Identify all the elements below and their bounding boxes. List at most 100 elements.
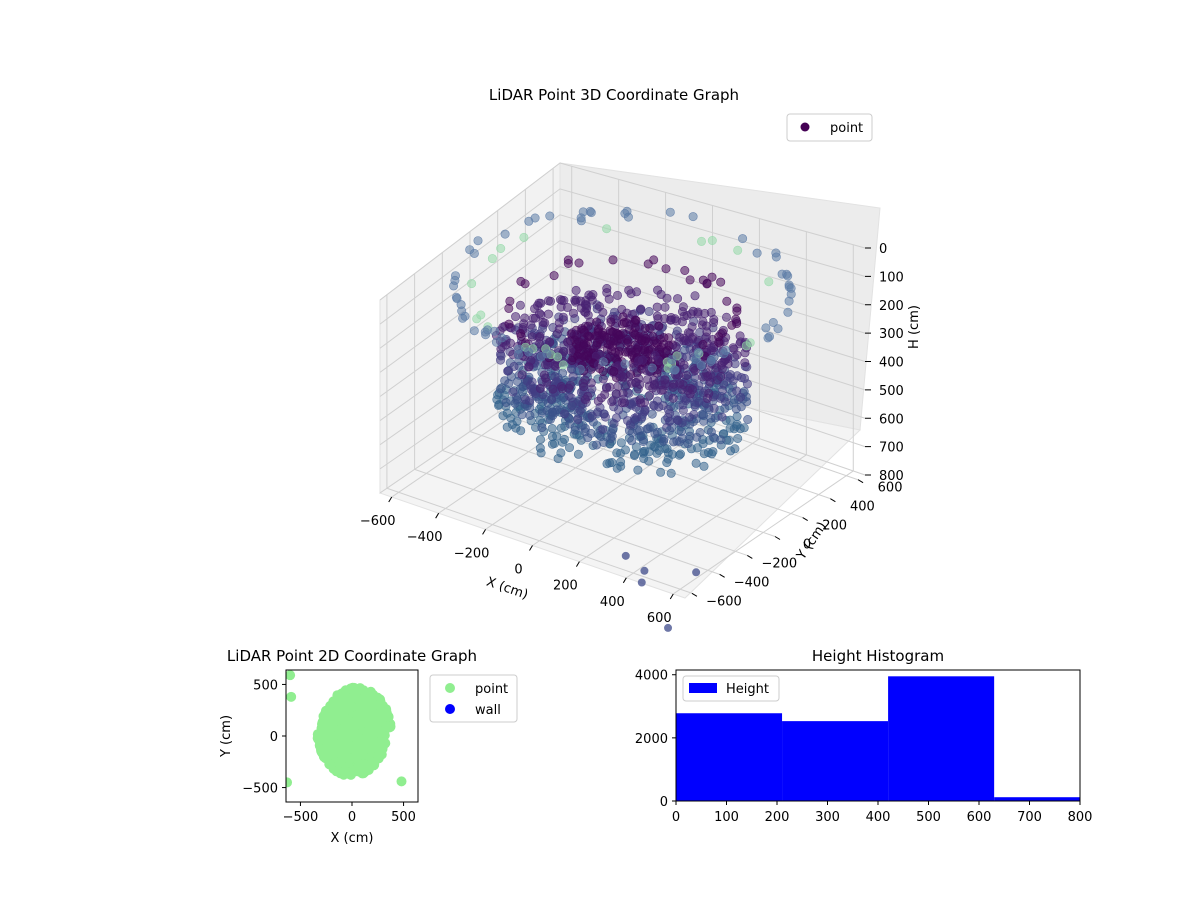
point-3d bbox=[519, 232, 529, 242]
point-3d bbox=[685, 389, 695, 399]
point-3d bbox=[508, 387, 518, 397]
histogram-bar bbox=[676, 713, 783, 801]
axes-3d: −600−400−2000200400600−600−400−200020040… bbox=[360, 242, 904, 626]
point-2d bbox=[345, 693, 356, 704]
point-3d bbox=[570, 425, 580, 435]
point-3d bbox=[669, 365, 679, 375]
y-tick-3d: 400 bbox=[850, 500, 875, 515]
point-3d bbox=[467, 279, 477, 289]
point-3d bbox=[545, 337, 555, 347]
point-3d bbox=[545, 211, 555, 221]
point-3d bbox=[548, 410, 558, 420]
x-tick-hist: 100 bbox=[714, 810, 739, 825]
y-tick-hist: 4000 bbox=[635, 669, 668, 684]
point-3d bbox=[524, 362, 534, 372]
point-3d bbox=[724, 435, 734, 445]
point-3d bbox=[644, 447, 654, 457]
point-2d bbox=[341, 738, 352, 749]
x-tick-hist: 200 bbox=[765, 810, 790, 825]
point-3d bbox=[540, 373, 550, 383]
point-3d bbox=[647, 363, 657, 373]
point-3d bbox=[633, 465, 643, 475]
x-tick-3d: 600 bbox=[647, 611, 672, 626]
point-3d bbox=[669, 437, 679, 447]
y-tick-3d: 0 bbox=[803, 538, 811, 553]
point-2d bbox=[339, 730, 350, 741]
point-3d bbox=[698, 339, 708, 349]
point-3d bbox=[731, 404, 741, 414]
point-3d bbox=[735, 331, 745, 341]
z-tick-3d: 700 bbox=[879, 441, 904, 456]
point-3d bbox=[783, 307, 793, 317]
point-3d bbox=[696, 236, 706, 246]
point-3d bbox=[617, 373, 627, 383]
point-3d bbox=[503, 366, 513, 376]
point-3d bbox=[733, 245, 743, 255]
point-3d bbox=[617, 319, 627, 329]
point-3d bbox=[656, 467, 666, 477]
point-3d bbox=[526, 320, 536, 330]
point-3d bbox=[602, 459, 612, 469]
legend-2d-point: point bbox=[475, 682, 508, 697]
point-3d bbox=[783, 271, 793, 281]
point-2d bbox=[350, 740, 361, 751]
point-3d bbox=[691, 354, 701, 364]
point-3d bbox=[727, 320, 737, 330]
point-3d bbox=[725, 415, 735, 425]
point-3d bbox=[573, 415, 583, 425]
point-3d bbox=[519, 319, 529, 329]
point-3d bbox=[524, 396, 534, 406]
point-3d bbox=[515, 300, 525, 310]
point-3d bbox=[473, 236, 483, 246]
point-3d bbox=[586, 428, 596, 438]
point-3d bbox=[573, 449, 583, 459]
point-3d bbox=[630, 329, 640, 339]
point-3d bbox=[606, 433, 616, 443]
point-3d bbox=[671, 341, 681, 351]
legend-hist-frame bbox=[682, 675, 780, 702]
y-axis-label-3d: Y (cm) bbox=[794, 519, 830, 563]
point-3d bbox=[500, 229, 510, 239]
point-2d bbox=[358, 761, 369, 771]
legend-hist-swatch bbox=[689, 683, 717, 693]
z-tick-3d: 0 bbox=[879, 242, 887, 257]
point-3d bbox=[565, 419, 575, 429]
point-3d bbox=[611, 389, 621, 399]
point-3d bbox=[717, 412, 727, 422]
point-3d bbox=[706, 413, 716, 423]
point-3d-outlier bbox=[640, 566, 649, 575]
point-3d bbox=[652, 448, 662, 458]
point-3d bbox=[552, 329, 562, 339]
point-3d bbox=[707, 272, 717, 282]
point-3d bbox=[624, 285, 634, 295]
point-3d bbox=[687, 334, 697, 344]
point-3d bbox=[702, 327, 712, 337]
point-3d bbox=[557, 437, 567, 447]
point-3d bbox=[685, 275, 695, 285]
point-3d bbox=[640, 323, 650, 333]
point-3d bbox=[613, 381, 623, 391]
histogram-bar bbox=[782, 721, 889, 801]
point-3d bbox=[469, 326, 479, 336]
point-3d bbox=[598, 307, 608, 317]
point-3d bbox=[620, 209, 630, 219]
point-2d bbox=[378, 738, 389, 749]
point-3d bbox=[575, 405, 585, 415]
point-3d bbox=[665, 207, 675, 217]
point-2d bbox=[316, 744, 326, 755]
point-3d bbox=[605, 336, 615, 346]
x-tick-3d: −200 bbox=[454, 546, 490, 561]
point-3d bbox=[612, 290, 622, 300]
x-tick-3d: −600 bbox=[360, 514, 396, 529]
point-3d bbox=[721, 312, 731, 322]
point-3d bbox=[627, 436, 637, 446]
point-2d bbox=[368, 758, 379, 769]
point-3d bbox=[664, 416, 674, 426]
point-3d bbox=[599, 437, 609, 447]
point-3d bbox=[627, 428, 637, 438]
legend-3d: point bbox=[786, 113, 873, 142]
point-3d bbox=[598, 366, 608, 376]
point-3d bbox=[517, 370, 527, 380]
point-3d bbox=[535, 435, 545, 445]
point-3d bbox=[565, 380, 575, 390]
